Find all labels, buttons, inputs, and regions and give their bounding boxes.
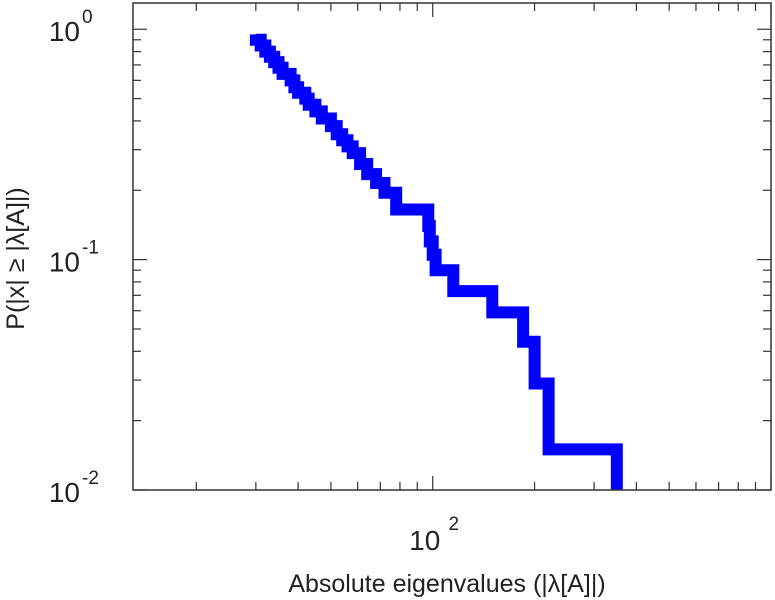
- y-tick-label-exponent: -2: [82, 468, 99, 489]
- series-line: [249, 33, 623, 490]
- y-axis-title: P(|x| ≥ |λ[A]|): [2, 187, 30, 329]
- x-tick-label: 10: [409, 525, 440, 556]
- x-tick-label-exponent: 2: [448, 514, 459, 535]
- x-axis-title: Absolute eigenvalues (|λ[A]|): [288, 570, 605, 598]
- y-tick-label: 10: [49, 16, 80, 47]
- y-tick-label: 10: [49, 477, 80, 508]
- axis-ticks: [133, 3, 772, 491]
- y-tick-label-exponent: 0: [82, 7, 93, 28]
- y-tick-label-exponent: -1: [82, 238, 99, 259]
- plot-frame: [132, 2, 772, 491]
- plot-series: [249, 33, 623, 490]
- y-tick-label: 10: [49, 247, 80, 278]
